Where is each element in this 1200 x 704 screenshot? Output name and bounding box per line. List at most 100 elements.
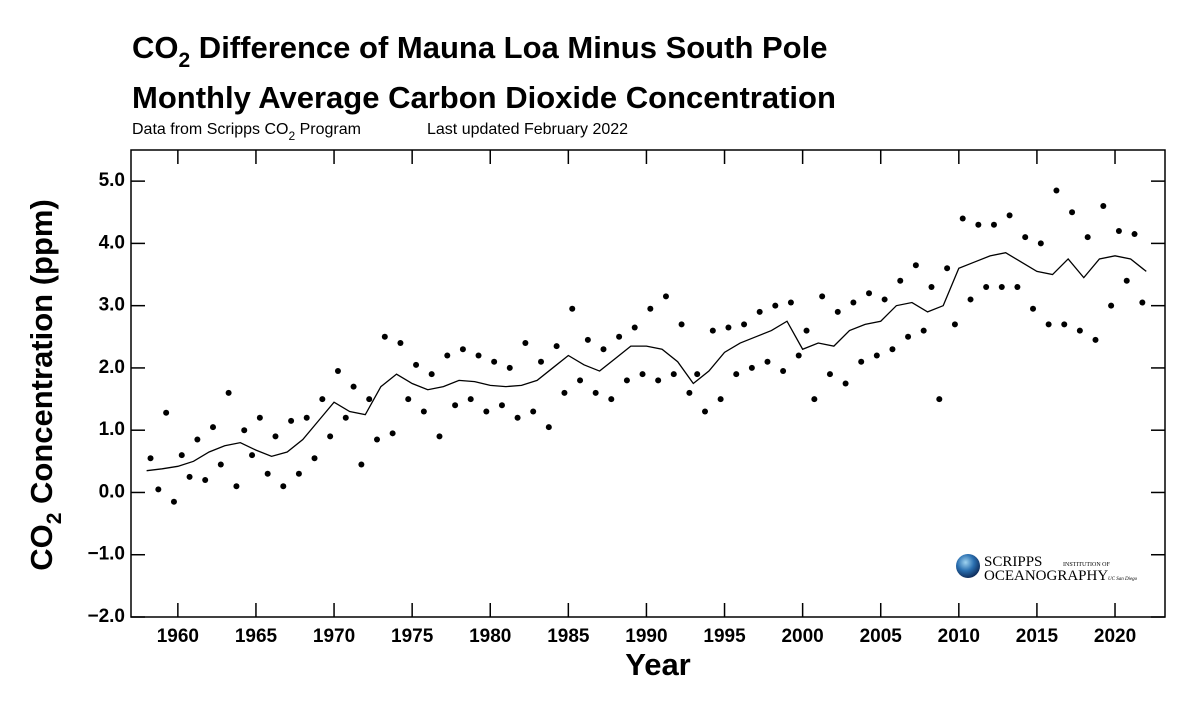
y-tick-label: 0.0 [99, 481, 125, 502]
logo-text: UC San Diego [1108, 577, 1138, 582]
data-point [748, 364, 755, 371]
data-point [780, 368, 787, 375]
data-point [350, 383, 357, 390]
data-point [694, 371, 701, 378]
data-point [1108, 302, 1115, 309]
data-point [358, 461, 365, 468]
data-point [428, 371, 435, 378]
title-sub: 2 [179, 49, 191, 72]
data-point [686, 389, 693, 396]
ylabel-part: CO [24, 524, 59, 571]
smooth-curve [146, 252, 1147, 472]
data-point [225, 389, 232, 396]
data-point [951, 321, 958, 328]
data-point [764, 358, 771, 365]
x-tick-label: 1980 [469, 626, 511, 647]
data-point [1076, 327, 1083, 334]
data-point [709, 327, 716, 334]
data-point [459, 346, 466, 353]
data-point [186, 473, 193, 480]
data-point [202, 477, 209, 484]
data-point [928, 283, 935, 290]
data-point [1069, 209, 1076, 216]
data-point [288, 417, 295, 424]
data-point [538, 358, 545, 365]
data-point [787, 299, 794, 306]
data-point [920, 327, 927, 334]
updated-note: Last updated February 2022 [427, 121, 628, 138]
data-point [702, 408, 709, 415]
data-point [967, 296, 974, 303]
data-point [256, 414, 263, 421]
y-tick-label: −2.0 [87, 606, 125, 627]
data-point [569, 305, 576, 312]
ylabel-sub: 2 [43, 513, 66, 525]
data-point [678, 321, 685, 328]
ylabel-part: Concentration (ppm) [24, 199, 59, 512]
chart-title: CO2 Difference of Mauna Loa Minus South … [132, 30, 827, 72]
data-point [147, 455, 154, 462]
data-point [1092, 336, 1099, 343]
data-point [819, 293, 826, 300]
data-point [1131, 231, 1138, 238]
data-point [850, 299, 857, 306]
data-point [397, 340, 404, 347]
data-point [998, 283, 1005, 290]
y-tick-label: 3.0 [99, 295, 125, 316]
data-point [842, 380, 849, 387]
data-point [881, 296, 888, 303]
data-point [522, 340, 529, 347]
data-point [381, 333, 388, 340]
data-point [639, 371, 646, 378]
x-tick-label: 1985 [547, 626, 590, 647]
data-point [983, 283, 990, 290]
data-point [959, 215, 966, 222]
data-point [491, 358, 498, 365]
data-point [327, 433, 334, 440]
data-point [444, 352, 451, 359]
data-point [662, 293, 669, 300]
data-point [1014, 283, 1021, 290]
note-part: Program [295, 121, 361, 138]
title-part: Difference of Mauna Loa Minus South Pole [190, 30, 827, 65]
y-tick-label: 1.0 [99, 419, 125, 440]
data-point [217, 461, 224, 468]
data-point [334, 368, 341, 375]
data-point [655, 377, 662, 384]
x-tick-label: 2000 [781, 626, 823, 647]
data-point [506, 364, 513, 371]
data-point [1061, 321, 1068, 328]
data-point [452, 402, 459, 409]
data-point [866, 290, 873, 297]
data-point [1115, 227, 1122, 234]
data-point [717, 396, 724, 403]
data-point [467, 396, 474, 403]
data-point [803, 327, 810, 334]
data-point [155, 486, 162, 493]
data-point [756, 308, 763, 315]
data-point [1084, 234, 1091, 241]
y-tick-label: 2.0 [99, 357, 125, 378]
data-point [889, 346, 896, 353]
data-point [592, 389, 599, 396]
data-point [413, 361, 420, 368]
data-point [912, 262, 919, 269]
data-point [249, 452, 256, 459]
data-point [647, 305, 654, 312]
data-point [264, 470, 271, 477]
data-point [194, 436, 201, 443]
data-point [342, 414, 349, 421]
logo: SCRIPPS INSTITUTION OF OCEANOGRAPHY UC S… [956, 554, 1138, 584]
data-point [311, 455, 318, 462]
data-point [608, 396, 615, 403]
x-tick-label: 1970 [313, 626, 355, 647]
data-point [1022, 234, 1029, 241]
title-part: CO [132, 30, 179, 65]
y-tick-label: 4.0 [99, 232, 125, 253]
data-point [725, 324, 732, 331]
y-axis-label: CO2 Concentration (ppm) [24, 199, 66, 571]
data-point [498, 402, 505, 409]
data-point [600, 346, 607, 353]
data-point [374, 436, 381, 443]
data-point [514, 414, 521, 421]
